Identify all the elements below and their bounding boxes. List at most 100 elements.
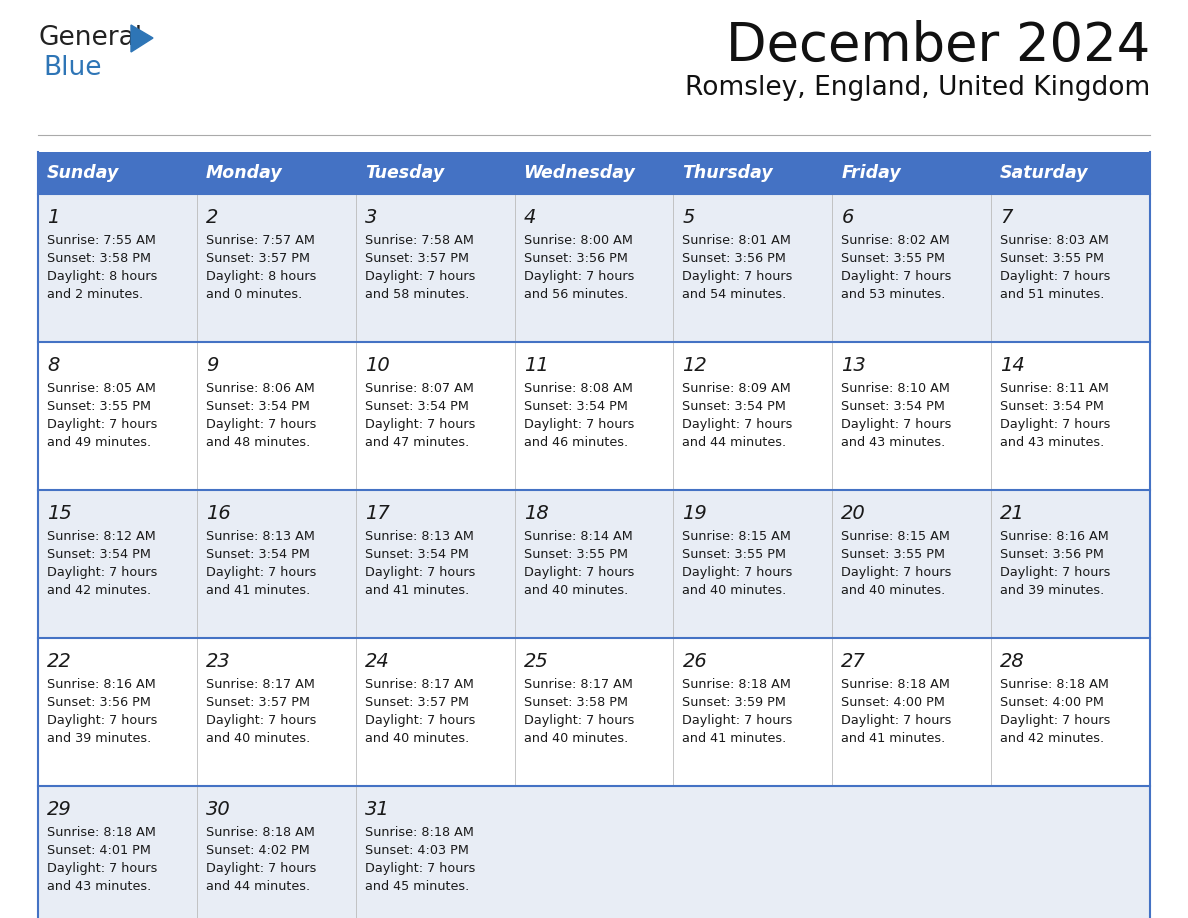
Text: 19: 19: [682, 504, 707, 523]
Text: Daylight: 7 hours: Daylight: 7 hours: [524, 270, 634, 283]
Text: Daylight: 7 hours: Daylight: 7 hours: [365, 714, 475, 727]
Text: 28: 28: [1000, 652, 1025, 671]
Text: Daylight: 8 hours: Daylight: 8 hours: [206, 270, 316, 283]
Text: Sunrise: 8:03 AM: Sunrise: 8:03 AM: [1000, 234, 1110, 247]
Text: Sunrise: 8:15 AM: Sunrise: 8:15 AM: [682, 530, 791, 543]
Text: 13: 13: [841, 356, 866, 375]
Text: 7: 7: [1000, 208, 1012, 227]
Text: Sunset: 3:56 PM: Sunset: 3:56 PM: [48, 696, 151, 709]
Text: Sunset: 3:58 PM: Sunset: 3:58 PM: [524, 696, 627, 709]
Text: Sunrise: 8:14 AM: Sunrise: 8:14 AM: [524, 530, 632, 543]
Text: and 43 minutes.: and 43 minutes.: [1000, 436, 1105, 449]
Text: Sunset: 3:55 PM: Sunset: 3:55 PM: [682, 548, 786, 561]
Text: Sunset: 3:54 PM: Sunset: 3:54 PM: [682, 400, 786, 413]
Bar: [38, 638, 1150, 786]
Text: and 41 minutes.: and 41 minutes.: [365, 584, 469, 597]
Text: 12: 12: [682, 356, 707, 375]
Text: Daylight: 7 hours: Daylight: 7 hours: [1000, 418, 1111, 431]
Text: Daylight: 7 hours: Daylight: 7 hours: [524, 418, 634, 431]
Text: and 43 minutes.: and 43 minutes.: [841, 436, 946, 449]
Text: 3: 3: [365, 208, 377, 227]
Text: 25: 25: [524, 652, 549, 671]
Text: Sunset: 4:00 PM: Sunset: 4:00 PM: [841, 696, 946, 709]
Text: 9: 9: [206, 356, 219, 375]
Text: Daylight: 7 hours: Daylight: 7 hours: [48, 566, 157, 579]
Text: and 54 minutes.: and 54 minutes.: [682, 288, 786, 301]
Text: Blue: Blue: [43, 55, 101, 81]
Text: Sunset: 4:03 PM: Sunset: 4:03 PM: [365, 844, 468, 857]
Text: Daylight: 7 hours: Daylight: 7 hours: [365, 566, 475, 579]
Text: 14: 14: [1000, 356, 1025, 375]
Text: Daylight: 7 hours: Daylight: 7 hours: [365, 862, 475, 875]
Text: and 42 minutes.: and 42 minutes.: [1000, 732, 1105, 745]
Text: and 39 minutes.: and 39 minutes.: [1000, 584, 1105, 597]
Text: Daylight: 7 hours: Daylight: 7 hours: [365, 418, 475, 431]
Text: Friday: Friday: [841, 164, 901, 182]
Text: Sunset: 3:55 PM: Sunset: 3:55 PM: [1000, 252, 1104, 265]
Text: and 44 minutes.: and 44 minutes.: [206, 880, 310, 893]
Text: 16: 16: [206, 504, 230, 523]
Text: Sunset: 3:57 PM: Sunset: 3:57 PM: [206, 252, 310, 265]
Text: Sunrise: 8:06 AM: Sunrise: 8:06 AM: [206, 382, 315, 395]
Text: 2: 2: [206, 208, 219, 227]
Text: Sunrise: 8:17 AM: Sunrise: 8:17 AM: [206, 678, 315, 691]
Text: 5: 5: [682, 208, 695, 227]
Text: General: General: [38, 25, 143, 51]
Text: and 40 minutes.: and 40 minutes.: [206, 732, 310, 745]
Text: Sunset: 3:56 PM: Sunset: 3:56 PM: [524, 252, 627, 265]
Text: Daylight: 7 hours: Daylight: 7 hours: [524, 566, 634, 579]
Text: Sunset: 3:54 PM: Sunset: 3:54 PM: [1000, 400, 1104, 413]
Text: Daylight: 7 hours: Daylight: 7 hours: [841, 566, 952, 579]
Text: and 41 minutes.: and 41 minutes.: [206, 584, 310, 597]
Text: and 53 minutes.: and 53 minutes.: [841, 288, 946, 301]
Text: 26: 26: [682, 652, 707, 671]
Text: Saturday: Saturday: [1000, 164, 1088, 182]
Text: Sunrise: 7:58 AM: Sunrise: 7:58 AM: [365, 234, 474, 247]
Text: 6: 6: [841, 208, 854, 227]
Text: Sunset: 3:54 PM: Sunset: 3:54 PM: [206, 548, 310, 561]
Text: Tuesday: Tuesday: [365, 164, 444, 182]
Text: Daylight: 7 hours: Daylight: 7 hours: [524, 714, 634, 727]
Text: Daylight: 7 hours: Daylight: 7 hours: [48, 862, 157, 875]
Text: Sunrise: 8:13 AM: Sunrise: 8:13 AM: [365, 530, 474, 543]
Text: and 58 minutes.: and 58 minutes.: [365, 288, 469, 301]
Text: Daylight: 7 hours: Daylight: 7 hours: [1000, 270, 1111, 283]
Bar: [38, 342, 1150, 490]
Text: and 42 minutes.: and 42 minutes.: [48, 584, 151, 597]
Text: and 41 minutes.: and 41 minutes.: [682, 732, 786, 745]
Text: December 2024: December 2024: [726, 20, 1150, 72]
Text: 22: 22: [48, 652, 71, 671]
Text: 30: 30: [206, 800, 230, 819]
Text: Sunrise: 8:18 AM: Sunrise: 8:18 AM: [206, 826, 315, 839]
Text: Sunset: 3:58 PM: Sunset: 3:58 PM: [48, 252, 151, 265]
Text: and 45 minutes.: and 45 minutes.: [365, 880, 469, 893]
Text: Sunrise: 8:18 AM: Sunrise: 8:18 AM: [365, 826, 474, 839]
Text: Sunset: 3:54 PM: Sunset: 3:54 PM: [48, 548, 151, 561]
Text: Daylight: 7 hours: Daylight: 7 hours: [682, 418, 792, 431]
Text: Sunrise: 8:17 AM: Sunrise: 8:17 AM: [524, 678, 632, 691]
Text: Daylight: 7 hours: Daylight: 7 hours: [682, 270, 792, 283]
Text: and 41 minutes.: and 41 minutes.: [841, 732, 946, 745]
Text: Sunrise: 8:18 AM: Sunrise: 8:18 AM: [48, 826, 156, 839]
Text: 29: 29: [48, 800, 71, 819]
Text: Sunrise: 8:18 AM: Sunrise: 8:18 AM: [841, 678, 950, 691]
Text: Sunrise: 7:55 AM: Sunrise: 7:55 AM: [48, 234, 156, 247]
Text: Sunset: 3:57 PM: Sunset: 3:57 PM: [206, 696, 310, 709]
Text: Daylight: 7 hours: Daylight: 7 hours: [206, 862, 316, 875]
Text: Sunrise: 8:12 AM: Sunrise: 8:12 AM: [48, 530, 156, 543]
Text: Sunset: 3:54 PM: Sunset: 3:54 PM: [365, 400, 468, 413]
Text: 17: 17: [365, 504, 390, 523]
Text: Sunrise: 8:15 AM: Sunrise: 8:15 AM: [841, 530, 950, 543]
Text: Wednesday: Wednesday: [524, 164, 636, 182]
Text: Daylight: 7 hours: Daylight: 7 hours: [48, 418, 157, 431]
Text: and 40 minutes.: and 40 minutes.: [524, 584, 627, 597]
Text: and 47 minutes.: and 47 minutes.: [365, 436, 469, 449]
Text: Sunrise: 8:08 AM: Sunrise: 8:08 AM: [524, 382, 632, 395]
Text: Daylight: 7 hours: Daylight: 7 hours: [206, 714, 316, 727]
Text: Sunset: 3:55 PM: Sunset: 3:55 PM: [841, 252, 946, 265]
Text: Sunrise: 8:17 AM: Sunrise: 8:17 AM: [365, 678, 474, 691]
Text: Sunset: 3:54 PM: Sunset: 3:54 PM: [841, 400, 946, 413]
Text: Sunset: 3:54 PM: Sunset: 3:54 PM: [206, 400, 310, 413]
Text: and 40 minutes.: and 40 minutes.: [682, 584, 786, 597]
Text: and 2 minutes.: and 2 minutes.: [48, 288, 143, 301]
